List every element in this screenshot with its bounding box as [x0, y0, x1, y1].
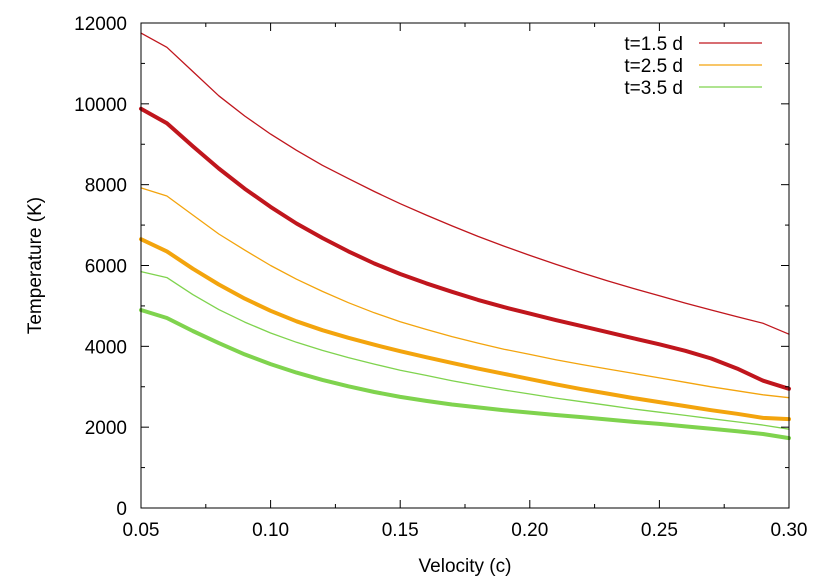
legend-label: t=3.5 d	[624, 78, 683, 99]
x-tick-label: 0.25	[641, 520, 678, 541]
series-line-t-1-5-d-thin	[140, 32, 790, 335]
x-axis-label: Velocity (c)	[419, 556, 512, 577]
series-line-t-3-5-d-thick	[139, 308, 791, 441]
y-tick-label: 10000	[74, 95, 127, 116]
y-tick-label: 6000	[85, 257, 127, 278]
x-tick-label: 0.15	[382, 520, 419, 541]
y-axis-label: Temperature (K)	[25, 197, 46, 334]
series-line-t-1-5-d-thick	[139, 106, 791, 391]
plot-area	[139, 32, 791, 441]
series-line-t-2-5-d-thick	[139, 237, 791, 422]
y-tick-label: 12000	[74, 14, 127, 35]
x-tick-label: 0.10	[252, 520, 289, 541]
legend-label: t=2.5 d	[624, 56, 683, 77]
tick-labels: 0.05 0.10 0.15 0.20 0.25 0.30 0 2000 4000 6000 800…	[74, 14, 807, 541]
x-tick-label: 0.05	[123, 520, 160, 541]
series-line-t-2-5-d-thin	[140, 187, 790, 399]
y-tick-label: 8000	[85, 176, 127, 197]
legend: t=1.5 dt=2.5 dt=3.5 d	[624, 34, 762, 99]
y-tick-label: 4000	[85, 337, 127, 358]
axes	[140, 22, 790, 509]
legend-label: t=1.5 d	[624, 34, 683, 55]
y-tick-label: 0	[116, 499, 127, 520]
series-line-t-3-5-d-thin	[140, 270, 790, 430]
x-tick-label: 0.30	[771, 520, 808, 541]
x-tick-label: 0.20	[511, 520, 548, 541]
plot-frame	[140, 22, 790, 509]
y-tick-label: 2000	[85, 418, 127, 439]
